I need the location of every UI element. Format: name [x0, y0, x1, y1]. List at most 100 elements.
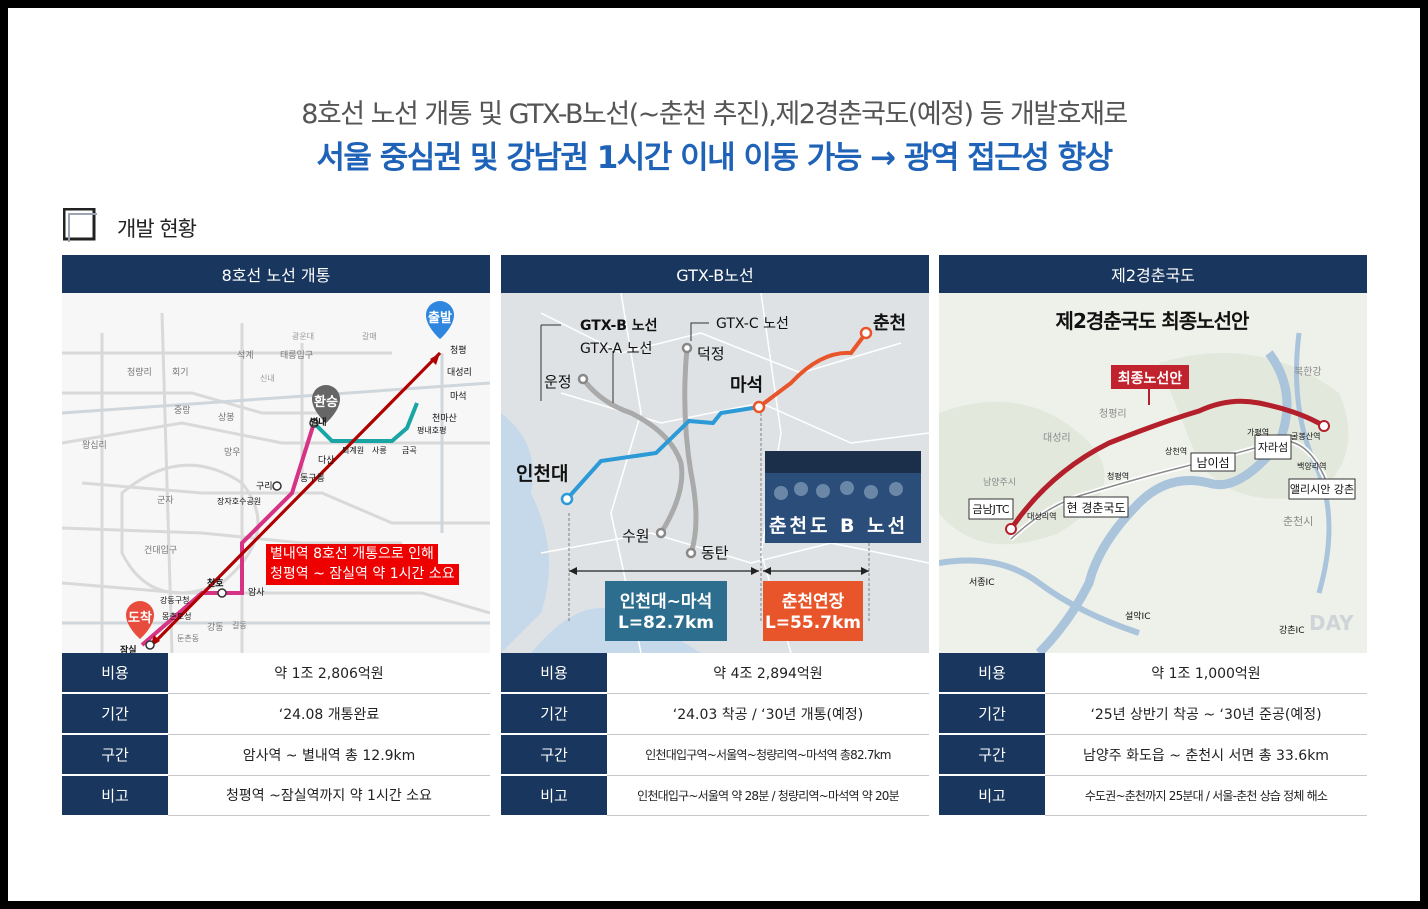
- table-row: 기간 ‘24.03 착공 / ‘30년 개통(예정): [501, 693, 929, 735]
- row-label: 기간: [62, 693, 168, 735]
- legend-gtx-a: GTX-A 노선: [580, 341, 653, 357]
- station-label: 사릉: [372, 446, 387, 455]
- row-label: 구간: [939, 734, 1045, 776]
- table-row: 구간 남양주 화도읍 ~ 춘천시 서면 총 33.6km: [939, 734, 1367, 776]
- place-label: 강촌IC: [1279, 626, 1305, 636]
- headline-line1: 8호선 노선 개통 및 GTX-B노선(~춘천 추진),제2경춘국도(예정) 등…: [301, 99, 1128, 130]
- station-label: 태릉입구: [280, 351, 314, 361]
- place-label: 상천역: [1165, 447, 1188, 456]
- row-label: 비고: [501, 775, 607, 815]
- row-label: 구간: [62, 734, 168, 776]
- row-label: 비고: [939, 775, 1045, 815]
- station-label: 천마산: [432, 414, 457, 424]
- table-row: 비고 인천대입구~서울역 약 28분 / 청량리역~마석역 약 20분: [501, 775, 929, 816]
- table-row: 비용 약 1조 1,000억원: [939, 653, 1367, 694]
- photo-banner-text: 춘천도 B 노선: [769, 515, 909, 537]
- station-label: 다산: [318, 456, 335, 466]
- transfer-badge: 환승: [314, 395, 338, 410]
- route-note-line2: 청평역 ~ 잠실역 약 1시간 소요: [266, 564, 459, 585]
- place-label: 서종IC: [969, 578, 995, 588]
- panel-title: 제2경춘국도: [939, 255, 1367, 293]
- station-label: 동구릉: [300, 474, 325, 484]
- place-label: 굴봉산역: [1291, 432, 1321, 441]
- row-label: 기간: [501, 693, 607, 735]
- box-chuncheon-ext: 춘천연장: [781, 592, 845, 612]
- panel-title: GTX-B노선: [501, 255, 929, 293]
- row-value: ‘24.03 착공 / ‘30년 개통(예정): [607, 693, 929, 735]
- start-badge: 출발: [428, 311, 452, 326]
- row-value: 수도권~춘천까지 25분대 / 서울-춘천 상습 정체 해소: [1045, 775, 1367, 816]
- table-row: 구간 인천대입구역~서울역~청량리역~마석역 총82.7km: [501, 734, 929, 776]
- station-label: 왕십리: [82, 441, 107, 451]
- gtx-map-graphic: [501, 293, 929, 653]
- panel-title: 8호선 노선 개통: [62, 255, 490, 293]
- place-label: 청평리: [1099, 409, 1127, 420]
- table-row: 비고 수도권~춘천까지 25분대 / 서울-춘천 상습 정체 해소: [939, 775, 1367, 816]
- station-label: 길동: [232, 621, 247, 630]
- station-label: 군자: [157, 496, 174, 506]
- row-value: ‘24.08 개통완료: [168, 693, 490, 735]
- box-incheon-maseok: 인천대~마석: [619, 592, 713, 612]
- row-value: 약 4조 2,894억원: [607, 653, 929, 694]
- arrive-badge: 도착: [128, 611, 152, 626]
- station-label: 마석: [450, 392, 467, 402]
- station-label: 암사: [248, 588, 265, 598]
- place-label: 북한강: [1294, 367, 1322, 378]
- road-map-title: 제2경춘국도 최종노선안: [1055, 309, 1250, 333]
- station-label: 망우: [224, 448, 241, 458]
- row-value: 약 1조 1,000억원: [1045, 653, 1367, 694]
- row-label: 구간: [501, 734, 607, 776]
- station-label: 평내호평: [417, 426, 447, 435]
- legend-gtx-c: GTX-C 노선: [716, 316, 789, 332]
- station-label: 강동구청: [160, 596, 190, 605]
- jct-label: 금남JTC: [972, 503, 1010, 516]
- station-label: 광운대: [292, 332, 315, 341]
- row-value: 약 1조 2,806억원: [168, 653, 490, 694]
- island-jaraseom: 자라섬: [1257, 441, 1289, 454]
- station-label: 잠실: [120, 646, 137, 653]
- island-namiseom: 남이섬: [1196, 456, 1230, 470]
- station-label: 몽촌토성: [162, 612, 192, 621]
- gtx-map: GTX-B 노선 GTX-A 노선 GTX-C 노선 춘천 마석 인천대 운정 …: [501, 293, 929, 653]
- table-row: 기간 ‘24.08 개통완료: [62, 693, 490, 735]
- station-label: 퇴계원: [342, 446, 365, 455]
- box-incheon-maseok-length: L=82.7km: [617, 613, 715, 633]
- station-unjeong: 운정: [544, 373, 572, 391]
- table-row: 구간 암사역 ~ 별내역 총 12.9km: [62, 734, 490, 776]
- watermark: DAY: [1309, 611, 1354, 635]
- station-label: 천호: [207, 579, 224, 589]
- station-deokjeong: 덕정: [697, 345, 725, 363]
- subway-map-graphic: [62, 301, 490, 653]
- panel-gyeongchun: 제2경춘국도 제2경춘: [939, 255, 1367, 816]
- station-label: 둔촌동: [177, 634, 200, 643]
- final-route-label: 최종노선안: [1117, 371, 1183, 387]
- station-chuncheon: 춘천: [873, 313, 907, 334]
- station-dongtan: 동탄: [701, 544, 729, 562]
- place-label: 가평역: [1247, 428, 1270, 437]
- panel-gtx-b: GTX-B노선: [501, 255, 929, 816]
- row-value: 인천대입구역~서울역~청량리역~마석역 총82.7km: [607, 734, 929, 776]
- place-label: 대성리: [1043, 433, 1071, 444]
- route-note-line1: 별내역 8호선 개통으로 인해: [266, 544, 438, 565]
- headline-line2: 서울 중심권 및 강남권 1시간 이내 이동 가능 → 광역 접근성 향상: [316, 140, 1113, 176]
- station-label: 청평: [450, 346, 467, 356]
- row-value: 남양주 화도읍 ~ 춘천시 서면 총 33.6km: [1045, 734, 1367, 776]
- station-label: 장자호수공원: [217, 497, 262, 506]
- station-label: 건대입구: [144, 546, 178, 556]
- row-label: 비용: [62, 653, 168, 694]
- info-table: 비용 약 1조 2,806억원 기간 ‘24.08 개통완료 구간 암사역 ~ 별내역…: [62, 653, 490, 816]
- table-row: 비고 청평역 ~잠실역까지 약 1시간 소요: [62, 775, 490, 816]
- table-row: 비용 약 4조 2,894억원: [501, 653, 929, 694]
- end-label: 앨리시안 강촌: [1289, 483, 1355, 496]
- station-label: 강동: [207, 623, 224, 633]
- station-incheon: 인천대: [516, 463, 569, 485]
- row-label: 기간: [939, 693, 1045, 735]
- panel-line8: 8호선 노선 개통: [62, 255, 490, 816]
- square-bullet-icon: [63, 208, 97, 242]
- section-title: 개발 현황: [117, 217, 197, 241]
- row-label: 비용: [939, 653, 1045, 694]
- row-value: 청평역 ~잠실역까지 약 1시간 소요: [168, 775, 490, 816]
- station-label: 회기: [172, 368, 189, 378]
- info-table: 비용 약 4조 2,894억원 기간 ‘24.03 착공 / ‘30년 개통(예정)…: [501, 653, 929, 816]
- info-table: 비용 약 1조 1,000억원 기간 ‘25년 상반기 착공 ~ ‘30년 준공(예…: [939, 653, 1367, 816]
